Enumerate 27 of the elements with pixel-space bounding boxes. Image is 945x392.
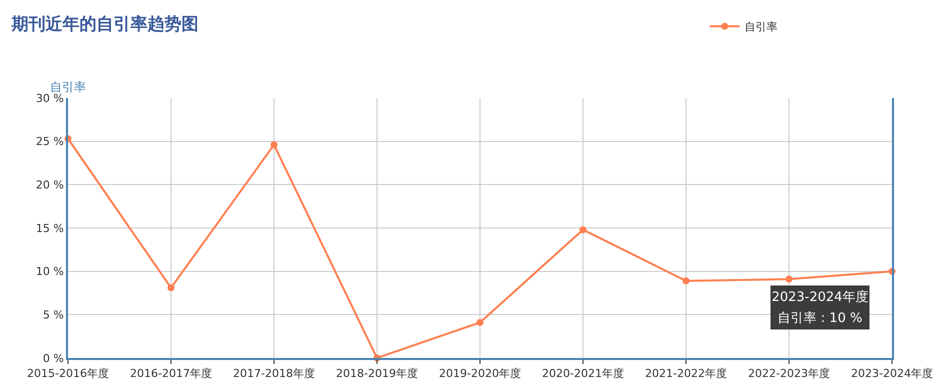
annotation: 自引率 : 10 % [778,310,862,326]
x-tick-label: 2021-2022年度 [645,367,727,380]
point [476,318,484,326]
x-tick-label: 2016-2017年度 [130,367,212,380]
x-tick-label: 2018-2019年度 [336,367,418,380]
point [168,284,174,292]
chart-title: 期刊近年的自引率趋势图 [10,14,198,35]
y-tick-label: 30 % [36,92,64,105]
legend-label: 自引率 [744,20,778,34]
x-tick-label: 2023-2024年度 [851,367,933,380]
y-axis-title: 自引率 [50,80,86,94]
y-tick-label: 0 % [42,352,64,365]
point [682,277,690,284]
point [270,141,278,148]
x-tick-label: 2022-2023年度 [748,367,830,380]
y-tick-label: 15 % [36,222,64,235]
y-tick-label: 5 % [42,308,64,322]
annotation: 2023-2024年度 [772,289,868,305]
x-tick-label: 2015-2016年度 [27,367,109,380]
point [580,226,586,234]
x-tick-label: 2017-2018年度 [233,367,315,380]
y-tick-label: 25 % [36,135,64,148]
x-tick-label: 2019-2020年度 [439,367,521,380]
y-tick-label: 20 % [36,178,64,192]
point [786,276,792,283]
y-tick-label: 10 % [36,265,64,278]
x-tick-label: 2020-2021年度 [542,367,624,380]
